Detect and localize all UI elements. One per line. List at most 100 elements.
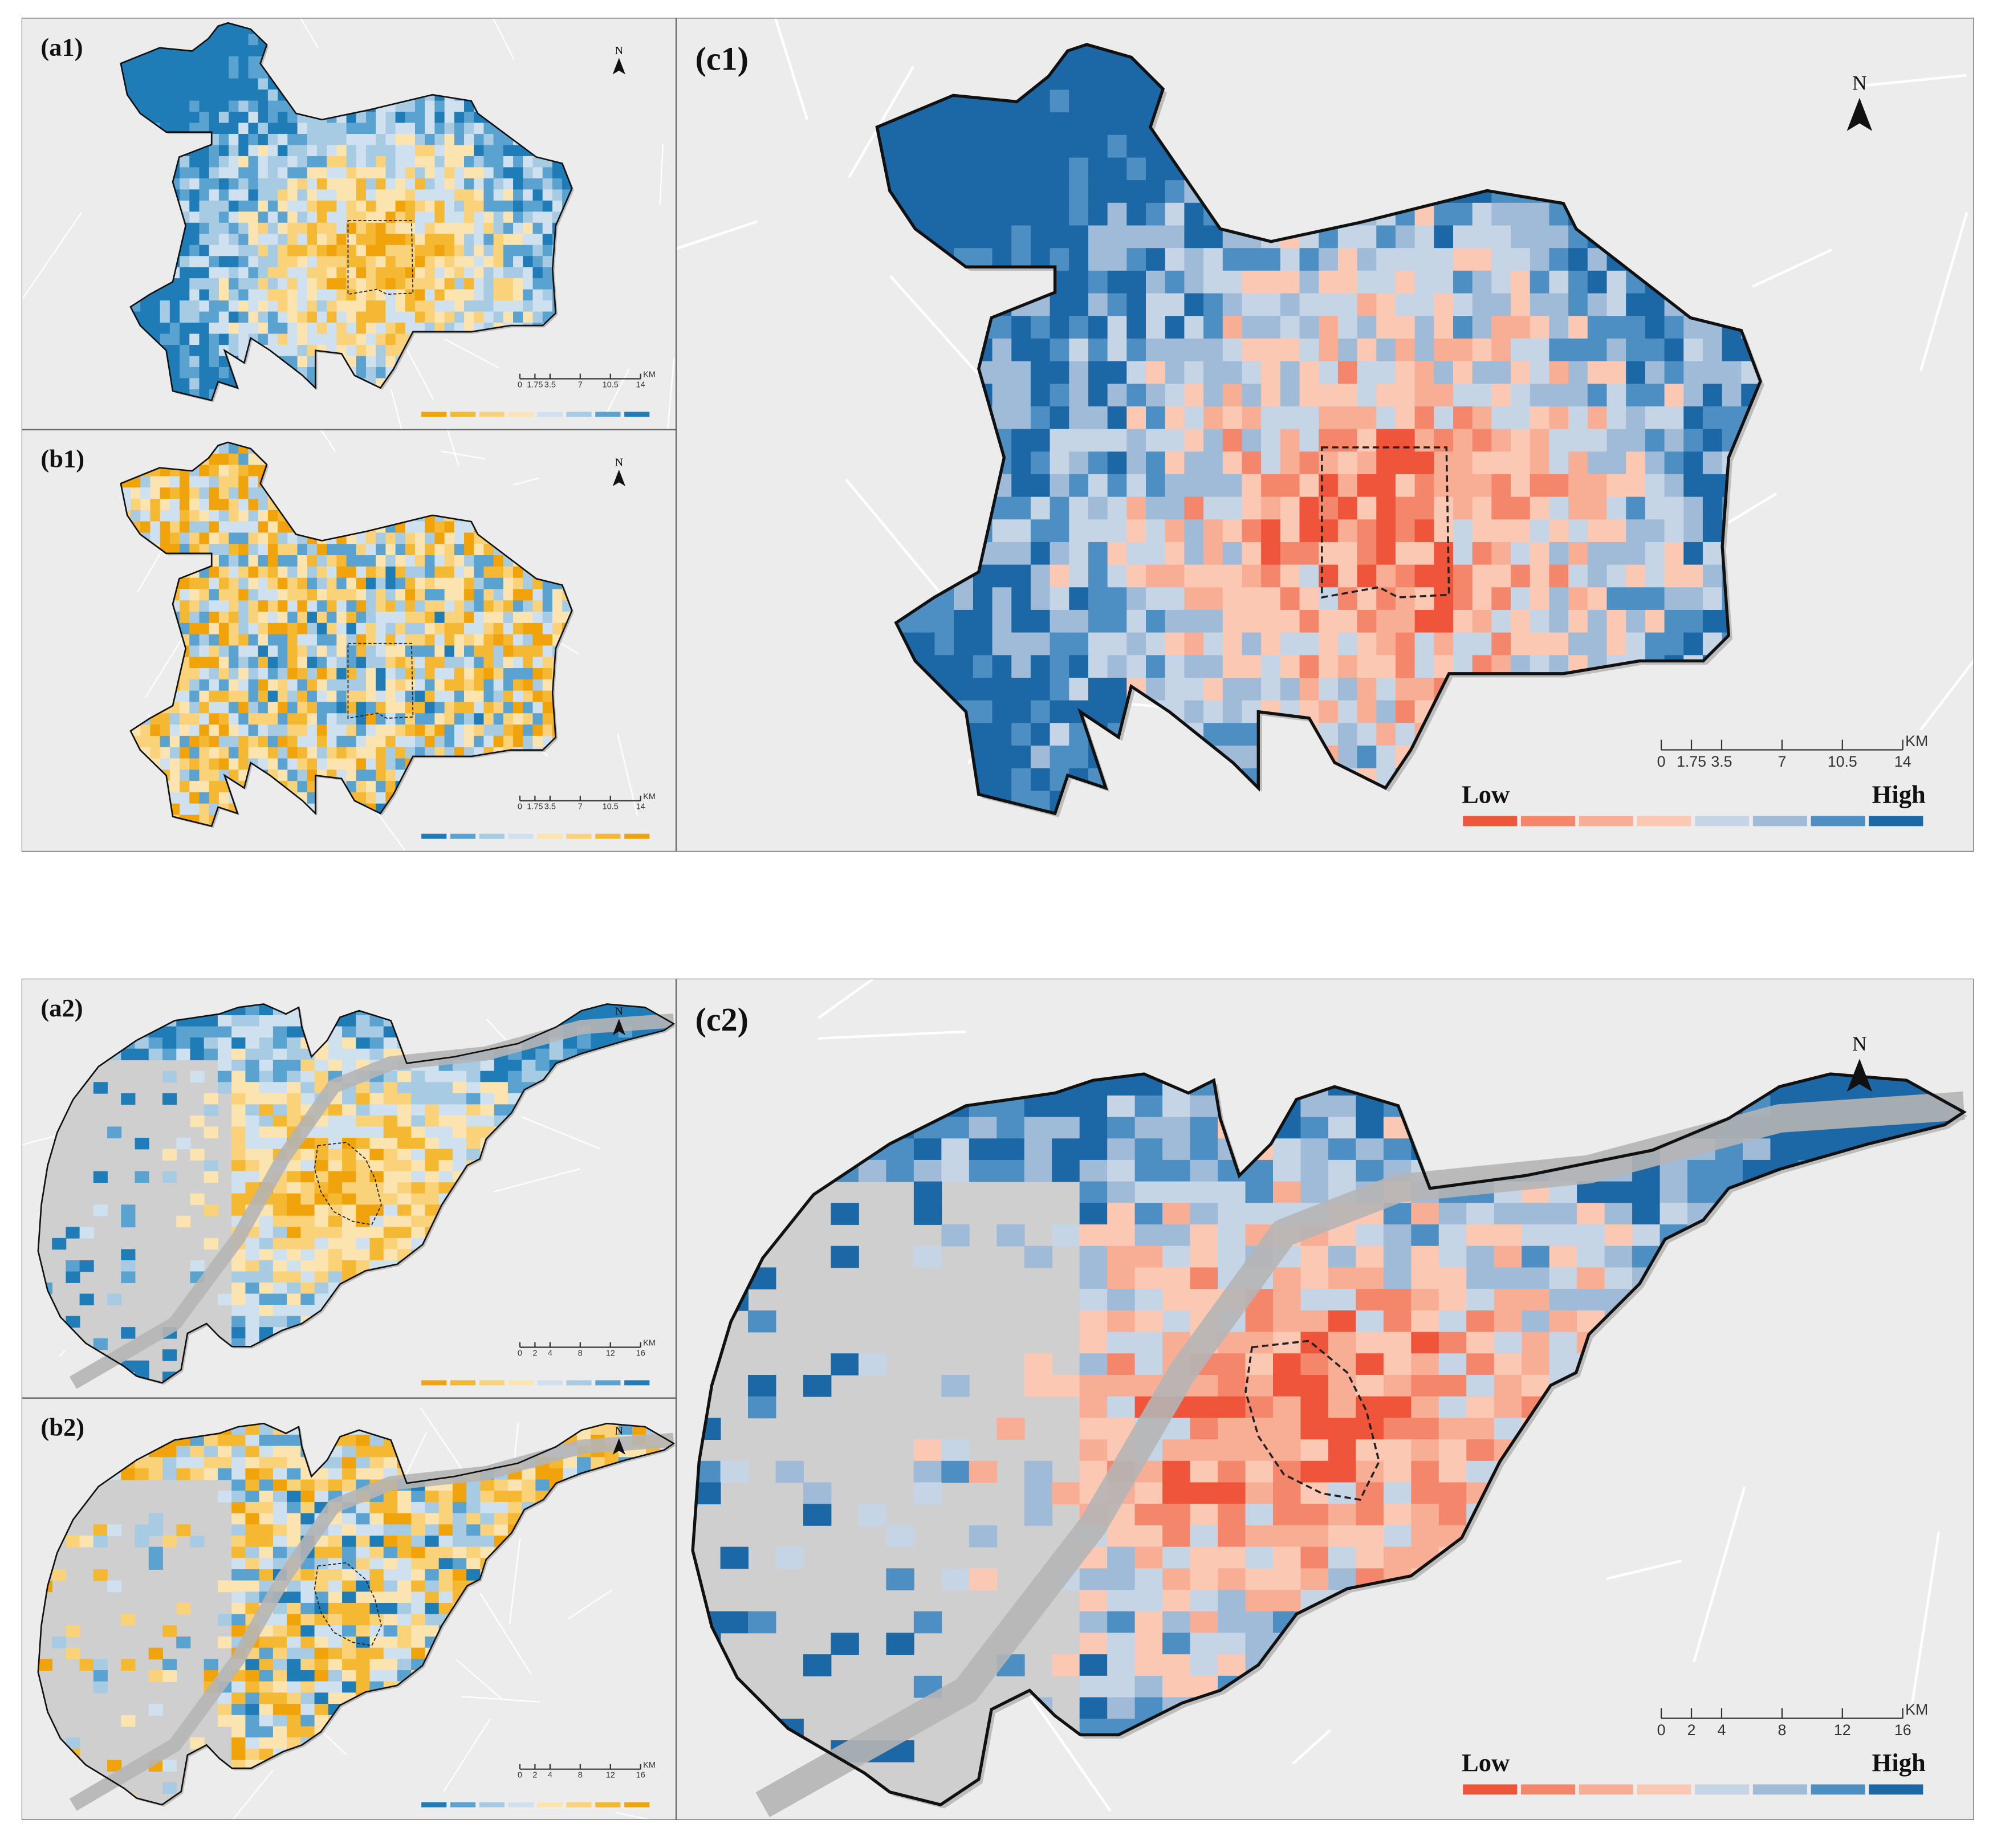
district — [180, 256, 190, 268]
district — [209, 167, 219, 179]
district — [180, 78, 190, 90]
district — [1683, 609, 1703, 633]
district — [1530, 496, 1550, 520]
district — [434, 657, 445, 669]
district — [140, 311, 151, 323]
district — [218, 544, 229, 556]
district — [169, 56, 180, 68]
district — [267, 566, 279, 579]
district — [218, 156, 229, 168]
district — [395, 566, 406, 579]
district — [376, 566, 387, 579]
district — [267, 222, 279, 235]
district — [1511, 316, 1531, 339]
district — [1434, 248, 1454, 271]
district — [405, 211, 416, 223]
district — [474, 657, 485, 669]
district — [1184, 496, 1204, 520]
district — [209, 200, 219, 213]
district — [297, 300, 308, 312]
district — [1568, 609, 1588, 633]
district — [365, 758, 377, 771]
district — [199, 300, 210, 312]
district — [483, 200, 494, 213]
district — [1261, 384, 1281, 407]
district — [160, 78, 170, 90]
district — [425, 645, 436, 658]
district — [238, 577, 249, 590]
district — [267, 510, 279, 522]
district — [1242, 429, 1262, 453]
district — [464, 178, 475, 190]
district — [376, 668, 387, 680]
district — [1472, 384, 1492, 407]
district — [1606, 474, 1627, 498]
district — [336, 634, 347, 646]
district — [1606, 451, 1627, 475]
district — [218, 781, 229, 793]
district — [1280, 270, 1300, 294]
district — [483, 668, 494, 680]
district — [503, 600, 514, 612]
district — [238, 289, 249, 302]
district — [1088, 474, 1108, 498]
district — [493, 267, 504, 279]
district — [1626, 609, 1646, 633]
district — [376, 222, 387, 235]
district — [1069, 746, 1089, 769]
district — [199, 234, 210, 246]
district — [483, 167, 494, 179]
district — [405, 267, 416, 279]
district — [180, 100, 190, 112]
district — [1165, 316, 1185, 339]
district — [1299, 496, 1320, 520]
district — [513, 278, 524, 290]
district — [425, 100, 436, 112]
district — [444, 211, 455, 223]
district — [444, 690, 455, 703]
road — [404, 344, 434, 400]
district — [1184, 564, 1204, 588]
district — [316, 145, 328, 157]
district — [1050, 384, 1070, 407]
district — [342, 1015, 357, 1027]
district — [542, 634, 553, 646]
district — [287, 702, 298, 714]
district — [267, 211, 279, 223]
district — [278, 289, 288, 302]
district — [483, 123, 494, 135]
scale-tick-label: 10.5 — [1828, 753, 1857, 770]
district — [180, 311, 190, 323]
district — [1222, 632, 1243, 656]
district — [385, 178, 396, 190]
district — [169, 476, 180, 489]
district — [1165, 564, 1185, 588]
district — [297, 145, 308, 157]
district — [1050, 202, 1070, 226]
district — [1511, 270, 1531, 294]
district — [327, 577, 337, 590]
district — [992, 542, 1012, 565]
district — [992, 384, 1012, 407]
district — [180, 167, 190, 179]
district — [1645, 384, 1665, 407]
district — [316, 724, 328, 736]
district — [1203, 609, 1223, 633]
district — [199, 112, 210, 124]
district — [532, 612, 543, 624]
district — [209, 792, 219, 804]
district — [248, 668, 259, 680]
district — [1683, 361, 1703, 385]
district — [1337, 225, 1358, 249]
district — [503, 156, 514, 168]
district — [1453, 429, 1473, 453]
district — [376, 112, 387, 124]
district — [474, 189, 485, 201]
district — [199, 476, 210, 489]
district — [464, 222, 475, 235]
district — [229, 555, 239, 567]
district — [365, 311, 377, 323]
district — [1030, 361, 1051, 385]
district — [327, 178, 337, 190]
district — [248, 112, 259, 124]
